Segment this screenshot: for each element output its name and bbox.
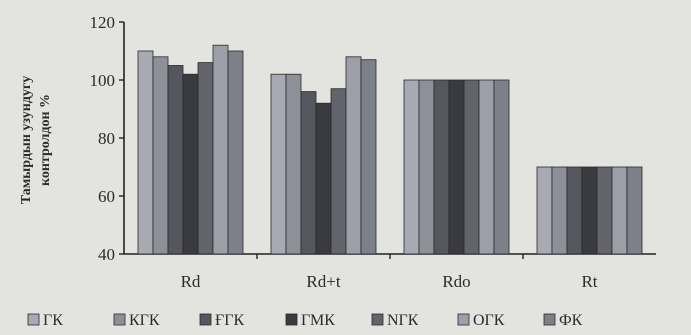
bar — [182, 73, 199, 255]
legend-label: ФК — [559, 312, 583, 329]
bar — [596, 166, 613, 255]
bar — [581, 166, 598, 255]
plot-area: 40 60 80 100 120 Rd Rd+t Rdo Rt — [90, 13, 656, 291]
bar — [551, 166, 568, 255]
bar — [536, 166, 553, 255]
bar — [285, 73, 302, 255]
bar — [626, 166, 643, 255]
legend-label: ОГК — [473, 312, 505, 329]
bar — [300, 91, 317, 255]
bar — [330, 88, 347, 255]
bar — [137, 50, 154, 255]
legend-swatch — [199, 313, 212, 326]
bar — [566, 166, 583, 255]
bar — [212, 44, 229, 255]
legend-swatch — [285, 313, 298, 326]
legend-swatch — [113, 313, 126, 326]
y-tick-label: 40 — [98, 245, 115, 264]
legend-label: ГК — [43, 312, 63, 329]
y-axis-title: Тамырдын узундугу контролдон % — [19, 76, 53, 204]
legend-label: ГМК — [301, 312, 335, 329]
y-axis-label-line1: Тамырдын узундугу — [19, 76, 34, 204]
bar — [167, 65, 184, 255]
legend: ГК КГК ҒГК ГМК NГК ОГК ФК — [27, 312, 583, 329]
legend-label: ҒГК — [215, 312, 245, 329]
y-tick-label: 120 — [90, 13, 116, 32]
legend-swatch — [27, 313, 40, 326]
bar — [315, 102, 332, 255]
bar — [418, 79, 435, 255]
bar — [433, 79, 450, 255]
bar — [270, 73, 287, 255]
y-tick-label: 60 — [98, 187, 115, 206]
bar — [152, 56, 169, 255]
bar — [360, 59, 377, 255]
bar — [448, 79, 465, 255]
bar — [463, 79, 480, 255]
bar — [227, 50, 244, 255]
legend-swatch — [457, 313, 470, 326]
bar — [478, 79, 495, 255]
y-tick-label: 100 — [90, 71, 116, 90]
bar — [345, 56, 362, 255]
bar — [611, 166, 628, 255]
x-tick-label: Rd — [181, 272, 201, 291]
bar — [493, 79, 510, 255]
y-tick-label: 80 — [98, 129, 115, 148]
legend-label: КГК — [129, 312, 160, 329]
legend-swatch — [543, 313, 556, 326]
y-axis-label-line2: контролдон % — [38, 94, 53, 186]
x-tick-label: Rt — [581, 272, 597, 291]
x-tick-label: Rd+t — [306, 272, 340, 291]
bar — [197, 62, 214, 255]
bar — [403, 79, 420, 255]
legend-label: NГК — [387, 312, 419, 329]
x-tick-label: Rdo — [442, 272, 470, 291]
legend-swatch — [371, 313, 384, 326]
